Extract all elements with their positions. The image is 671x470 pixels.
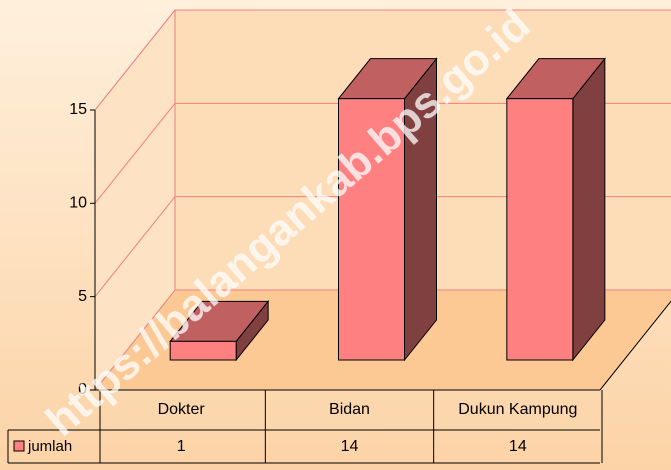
y-tick-label: 15 bbox=[69, 101, 87, 118]
bar bbox=[505, 57, 606, 362]
y-tick-label: 5 bbox=[78, 288, 87, 305]
x-tick-label: Bidan bbox=[329, 401, 370, 418]
table-value: 14 bbox=[341, 438, 359, 455]
grid-line bbox=[94, 9, 176, 111]
legend-label: jumlah bbox=[27, 438, 72, 455]
bar-front bbox=[506, 98, 574, 361]
floor-edge bbox=[599, 300, 671, 391]
bar bbox=[337, 57, 438, 362]
bar-front bbox=[338, 98, 405, 361]
x-tick-label: Dokter bbox=[158, 401, 206, 418]
legend-key bbox=[13, 440, 25, 452]
y-tick-label: 10 bbox=[69, 195, 87, 212]
bar-side bbox=[572, 57, 606, 362]
grid-line bbox=[94, 196, 176, 297]
y-tick-label: 0 bbox=[78, 381, 87, 398]
bar-front bbox=[169, 340, 237, 361]
table-value: 1 bbox=[177, 438, 186, 455]
bar bbox=[169, 299, 270, 362]
grid-line bbox=[94, 103, 176, 204]
table-value: 14 bbox=[509, 438, 527, 455]
x-tick-label: Dukun Kampung bbox=[458, 401, 577, 418]
grid-line bbox=[94, 289, 176, 391]
side-wall bbox=[95, 10, 175, 390]
